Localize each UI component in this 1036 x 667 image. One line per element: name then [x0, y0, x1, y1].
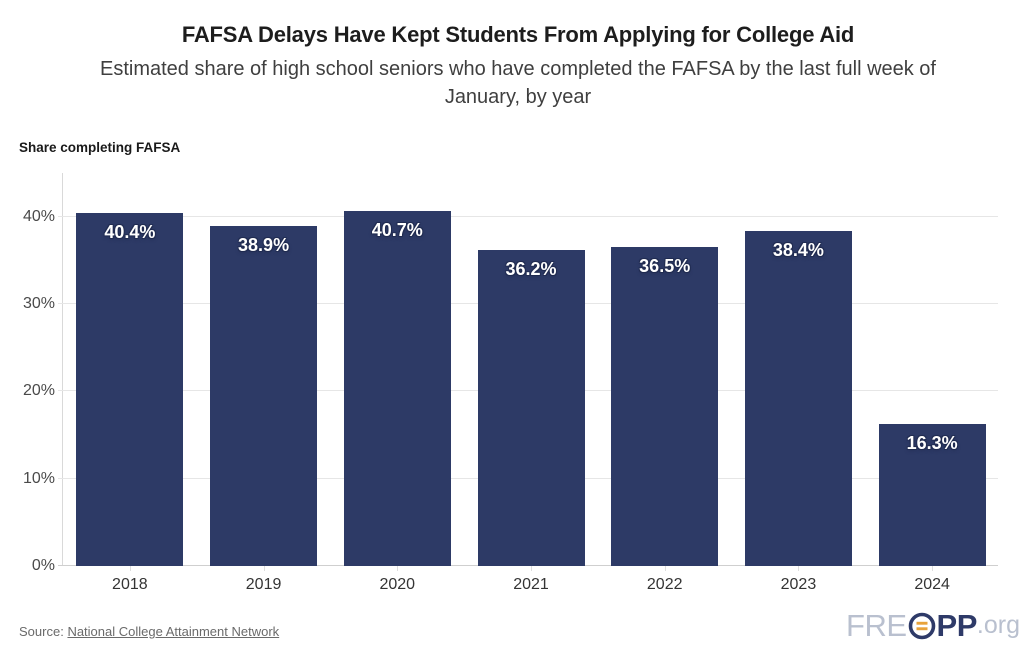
chart-subtitle-line-2: January, by year — [444, 86, 592, 108]
bar-2018: 40.4% — [76, 213, 184, 566]
x-tick-label-2022: 2022 — [646, 576, 683, 593]
bar-2020: 40.7% — [343, 210, 451, 566]
bar-value-label-2024: 16.3% — [906, 432, 958, 453]
x-tick-2020 — [397, 566, 399, 571]
chart-subtitle: Estimated share of high school seniors w… — [0, 55, 1036, 111]
x-tick-label-2018: 2018 — [112, 576, 148, 593]
chart-header: FAFSA Delays Have Kept Students From App… — [0, 22, 1036, 111]
logo-text-pp: PP — [936, 608, 978, 643]
x-tick-2019 — [263, 566, 265, 571]
bar-value-label-2023: 38.4% — [772, 239, 824, 260]
y-axis-title: Share completing FAFSA — [19, 140, 181, 155]
x-tick-2022 — [664, 566, 666, 571]
chart-title: FAFSA Delays Have Kept Students From App… — [181, 22, 855, 47]
x-tick-label-2021: 2021 — [513, 576, 549, 593]
source-link[interactable]: National College Attainment Network — [67, 624, 280, 639]
bar-value-label-2022: 36.5% — [639, 256, 691, 277]
logo-text-org: .org — [976, 611, 1020, 639]
x-tick-label-2019: 2019 — [245, 576, 282, 593]
source-note: Source: National College Attainment Netw… — [19, 624, 279, 639]
bar-2022: 36.5% — [611, 247, 719, 566]
source-label: Source: — [19, 624, 64, 639]
y-tick-label-10%: 10% — [22, 469, 55, 487]
logo-text-fre: FRE — [846, 608, 907, 643]
x-tick-label-2020: 2020 — [379, 576, 416, 593]
y-tick-label-0%: 0% — [31, 557, 55, 574]
logo-equality-o-icon — [907, 612, 937, 640]
y-axis-labels: 0% 10% 20% 30% 40% — [0, 173, 55, 574]
chart-subtitle-line-1: Estimated share of high school seniors w… — [99, 58, 936, 80]
x-tick-2021 — [531, 566, 532, 571]
bar-2023: 38.4% — [744, 230, 852, 566]
x-tick-2024 — [932, 566, 934, 571]
x-tick-label-2023: 2023 — [780, 576, 817, 593]
bar-2021: 36.2% — [477, 249, 585, 566]
y-tick-label-40%: 40% — [22, 207, 55, 225]
y-tick-label-30%: 30% — [22, 295, 55, 312]
x-tick-2023 — [798, 566, 800, 571]
bar-2019: 38.9% — [210, 226, 318, 566]
x-tick-label-2024: 2024 — [914, 576, 950, 593]
bar-2024: 16.3% — [878, 423, 986, 566]
plot-area: 40.4% 2018 38.9% 2019 40.7% 2020 36.2% 2021 36.5… — [58, 173, 998, 593]
bar-value-label-2020: 40.7% — [371, 219, 423, 240]
bar-value-label-2021: 36.2% — [505, 258, 557, 279]
y-tick-label-20%: 20% — [22, 382, 55, 400]
bar-value-label-2019: 38.9% — [238, 235, 290, 256]
freopp-logo: FRE PP .org — [846, 610, 1020, 641]
x-tick-2018 — [129, 566, 131, 571]
gridline-40% — [58, 215, 998, 217]
bar-value-label-2018: 40.4% — [104, 222, 156, 243]
